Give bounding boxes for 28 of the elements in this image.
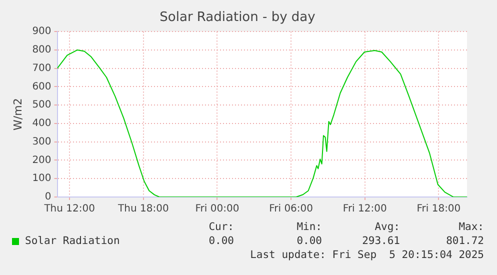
text: Cur: [208, 221, 234, 233]
text: Max: [458, 221, 484, 233]
text: 293.61 [361, 235, 400, 247]
y-tick-label: 800 [32, 44, 52, 56]
x-tick-label: Thu 12:00 [43, 204, 95, 215]
x-tick-label: Fri 00:00 [195, 204, 240, 215]
text: Avg: [374, 221, 400, 233]
y-axis-title: W/m2 [11, 98, 24, 130]
chart-title: Solar Radiation - by day [160, 10, 316, 26]
y-tick-label: 300 [32, 136, 52, 148]
y-tick-label: 400 [32, 118, 52, 130]
text: 0.00 [208, 235, 234, 247]
y-tick-label: 900 [32, 26, 52, 38]
x-tick-label: Thu 18:00 [117, 204, 169, 215]
text: 801.72 [445, 235, 484, 247]
x-tick-label: Fri 18:00 [416, 204, 461, 215]
text: Min: [296, 221, 322, 233]
y-tick-label: 100 [32, 173, 52, 184]
y-tick-label: 200 [32, 154, 52, 166]
y-tick-label: 500 [32, 100, 52, 111]
y-tick-label: 600 [32, 81, 52, 92]
y-tick-label: 700 [32, 62, 52, 74]
y-tick-label: 0 [44, 192, 52, 203]
text: 0.00 [296, 235, 322, 247]
x-tick-label: Fri 06:00 [269, 204, 314, 215]
x-tick-label: Fri 12:00 [342, 204, 387, 215]
legend-label: Solar Radiation [24, 235, 121, 247]
text: Last update: Fri Sep 5 20:15:04 2025 [249, 249, 484, 261]
